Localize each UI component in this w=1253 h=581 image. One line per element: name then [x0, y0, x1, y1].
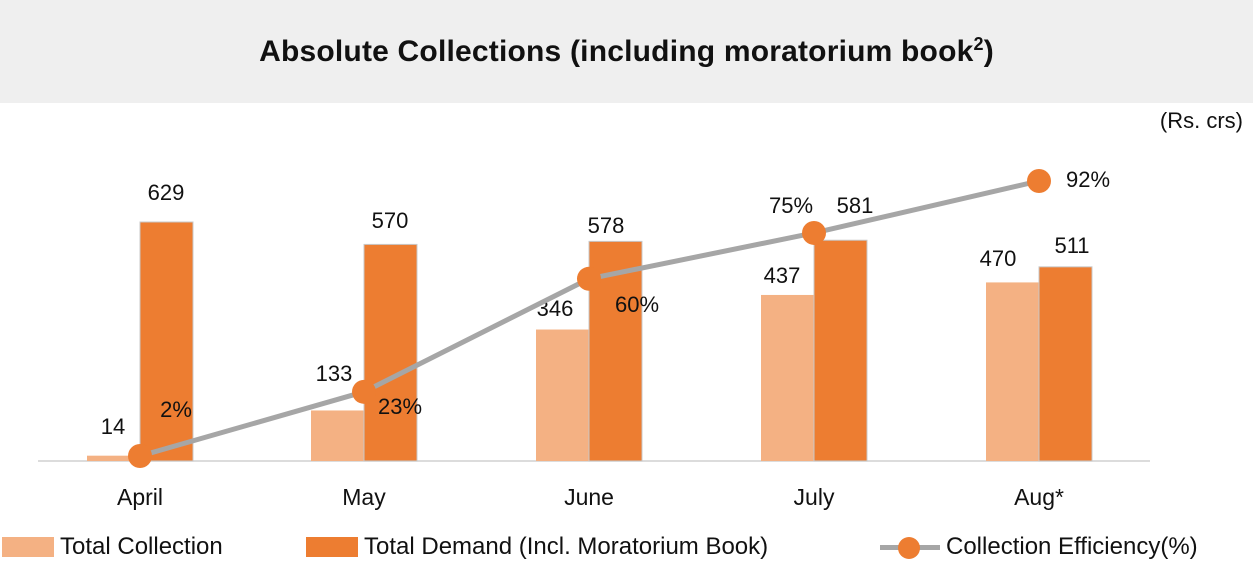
- units-label: (Rs. crs): [1159, 108, 1243, 133]
- legend-swatch-collection-efficiency: [880, 537, 940, 559]
- legend-swatch-total-demand: [306, 537, 358, 557]
- data-label-total-collection: 437: [764, 263, 801, 288]
- data-label-total-collection: 133: [316, 361, 353, 386]
- legend-collection-efficiency[interactable]: Collection Efficiency(%): [880, 530, 1198, 564]
- data-label-total-demand: 570: [372, 208, 409, 233]
- legend-total-collection[interactable]: Total Collection: [2, 530, 223, 564]
- bar-total-collection: [536, 329, 589, 461]
- legend-swatch-total-collection: [2, 537, 54, 557]
- title-superscript: 2: [973, 34, 984, 54]
- legend-label-total-demand: Total Demand (Incl. Moratorium Book): [364, 533, 769, 560]
- point-collection-efficiency: [128, 444, 152, 468]
- data-label-collection-efficiency: 75%: [769, 193, 813, 218]
- legend-total-demand[interactable]: Total Demand (Incl. Moratorium Book): [306, 530, 768, 564]
- data-label-collection-efficiency: 23%: [378, 394, 422, 419]
- chart-title: Absolute Collections (including moratori…: [259, 34, 994, 68]
- point-collection-efficiency: [577, 266, 601, 291]
- x-tick-label: July: [794, 484, 835, 510]
- bar-total-demand: [139, 221, 194, 462]
- x-tick-label: April: [117, 484, 163, 510]
- bar-total-demand: [363, 243, 418, 462]
- data-label-collection-efficiency: 92%: [1066, 167, 1110, 192]
- bar-total-collection: [761, 294, 814, 461]
- chart-legend: Total Collection Total Demand (Incl. Mor…: [0, 530, 1253, 564]
- data-label-collection-efficiency: 60%: [615, 292, 659, 317]
- data-label-total-collection: 14: [101, 414, 125, 439]
- bar-line-chart: April May June July Aug*14133346437470629570…: [38, 167, 1150, 510]
- data-label-total-collection: 470: [980, 246, 1017, 271]
- bar-total-collection: [986, 282, 1039, 461]
- data-label-total-demand: 629: [148, 180, 185, 205]
- point-collection-efficiency: [802, 220, 826, 245]
- data-label-total-demand: 581: [837, 193, 874, 218]
- bar-total-demand: [1038, 266, 1093, 462]
- legend-label-total-collection: Total Collection: [60, 533, 223, 560]
- legend-label-collection-efficiency: Collection Efficiency(%): [946, 533, 1198, 560]
- point-collection-efficiency: [352, 379, 376, 404]
- data-label-collection-efficiency: 2%: [160, 397, 192, 422]
- data-label-total-demand: 578: [588, 213, 625, 238]
- bar-total-demand: [813, 239, 868, 462]
- x-tick-label: May: [342, 484, 386, 510]
- x-tick-label: June: [564, 484, 614, 510]
- point-collection-efficiency: [1027, 169, 1051, 193]
- bar-total-collection: [87, 455, 140, 461]
- data-label-total-demand: 511: [1054, 233, 1089, 258]
- chart-title-bar: Absolute Collections (including moratori…: [0, 0, 1253, 103]
- x-tick-label: Aug*: [1014, 484, 1064, 510]
- bar-total-collection: [311, 410, 364, 461]
